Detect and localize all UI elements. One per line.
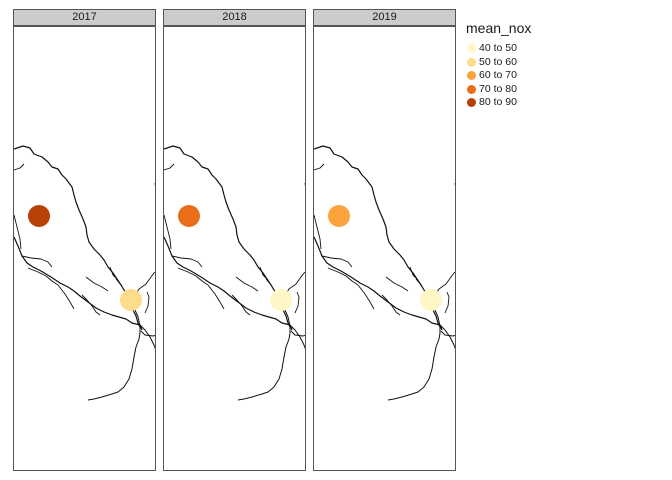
road-line (140, 330, 155, 337)
road-line (144, 291, 150, 314)
road-line (27, 267, 59, 286)
legend-item: 80 to 90 (466, 96, 531, 110)
road-line (154, 183, 155, 187)
monitoring-site-marker (270, 289, 292, 311)
road-line (290, 330, 305, 337)
legend-label: 50 to 60 (479, 55, 517, 68)
road-line (57, 284, 75, 310)
road-line (439, 324, 455, 350)
monitoring-site-marker (28, 205, 50, 227)
road-line (381, 294, 401, 316)
road-line (115, 278, 123, 287)
map-svg (14, 145, 155, 401)
road-line (14, 236, 143, 331)
road-line (357, 284, 375, 310)
legend-swatch (467, 98, 476, 107)
legend-label: 80 to 90 (479, 96, 517, 108)
legend-item: 50 to 60 (466, 56, 531, 70)
facet-strip-label: 2017 (13, 9, 156, 26)
road-line (237, 309, 291, 401)
facet-strip-label: 2019 (313, 9, 456, 26)
legend-swatch (467, 84, 476, 94)
legend: mean_nox 40 to 50 50 to 60 60 to 70 70 t… (466, 20, 531, 110)
map-panel-2017: 2017 (13, 9, 156, 471)
road-line (327, 267, 359, 286)
road-line (409, 266, 418, 280)
map-panel-2019: 2019 (313, 9, 456, 471)
road-line (385, 276, 409, 292)
monitoring-site-marker (420, 289, 442, 311)
legend-label: 60 to 70 (479, 69, 517, 81)
road-line (177, 267, 209, 286)
road-line (14, 214, 22, 250)
road-line (14, 163, 25, 171)
road-line (454, 183, 455, 187)
legend-label: 40 to 50 (479, 42, 517, 54)
road-line (294, 291, 300, 314)
road-line (164, 236, 293, 331)
road-line (265, 278, 273, 287)
road-line (321, 255, 353, 268)
legend-item: 60 to 70 (466, 69, 531, 83)
monitoring-site-marker (120, 289, 142, 311)
map-area (163, 26, 306, 471)
road-line (387, 309, 441, 401)
road-line (132, 271, 155, 300)
road-line (432, 271, 455, 300)
facet-strip-label: 2018 (163, 9, 306, 26)
legend-title: mean_nox (466, 20, 532, 36)
legend-item: 40 to 50 (466, 42, 531, 56)
monitoring-site-marker (328, 205, 350, 227)
road-line (259, 266, 268, 280)
legend-swatch (467, 71, 476, 80)
road-line (314, 236, 443, 331)
map-svg (164, 145, 305, 401)
road-line (21, 255, 53, 268)
map-panel-2018: 2018 (163, 9, 306, 471)
road-line (415, 278, 423, 287)
road-line (164, 163, 175, 171)
road-line (314, 163, 325, 171)
map-svg (314, 145, 455, 401)
road-line (109, 266, 118, 280)
road-line (81, 294, 101, 316)
road-line (171, 255, 203, 268)
legend-item: 70 to 80 (466, 83, 531, 97)
road-line (164, 214, 172, 250)
road-line (289, 324, 305, 350)
road-line (440, 330, 455, 337)
road-line (85, 276, 109, 292)
legend-swatch (467, 57, 476, 67)
road-line (282, 271, 305, 300)
map-area (313, 26, 456, 471)
map-area (13, 26, 156, 471)
road-line (231, 294, 251, 316)
road-line (139, 324, 155, 350)
road-line (314, 214, 322, 250)
road-line (304, 183, 305, 187)
monitoring-site-marker (178, 205, 200, 227)
legend-label: 70 to 80 (479, 82, 517, 95)
legend-swatch (467, 44, 476, 53)
road-line (207, 284, 225, 310)
road-line (444, 291, 450, 314)
road-line (87, 309, 141, 401)
road-line (235, 276, 259, 292)
